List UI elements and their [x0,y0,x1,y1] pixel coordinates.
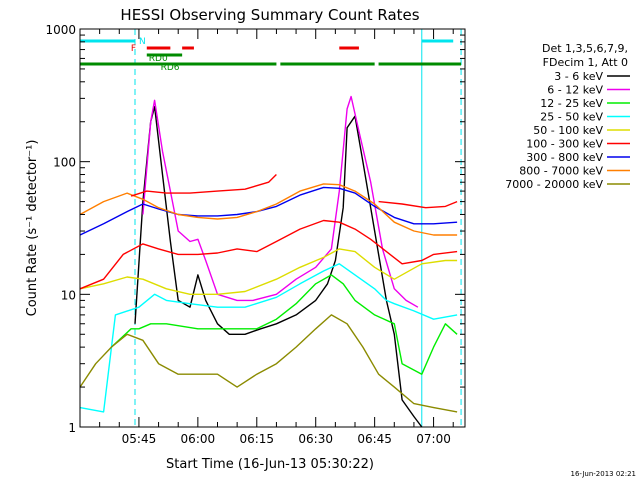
series-line-50-100-kev [79,248,458,295]
legend: Det 1,3,5,6,7,9,FDecim 1, Att 03 - 6 keV… [505,42,630,191]
axes: 1 10 100 1000 05:45 06:00 06:15 06:30 06:45 07:00 [45,23,466,446]
footer-timestamp: 16-Jun-2013 02:21 [571,470,637,478]
series-line-extra-9 [130,174,277,197]
series-line-3-6-kev [134,105,423,428]
legend-label: 3 - 6 keV [554,70,603,83]
y-tick-label: 10 [61,288,76,302]
series-line-7000-20000-kev [79,314,458,413]
x-tick-label: 06:45 [357,432,392,446]
y-axis-label: Count Rate (s⁻¹ detector⁻¹) [25,140,40,317]
legend-header-line: FDecim 1, Att 0 [543,56,628,69]
x-tick-label: 06:30 [298,432,333,446]
legend-label: 7000 - 20000 keV [505,178,603,191]
legend-label: 800 - 7000 keV [519,165,603,178]
series-line-extra-10 [378,200,458,209]
flag-label-f: F [131,44,136,54]
x-axis-label: Start Time (16-Jun-13 05:30:22) [166,457,374,472]
x-tick-label: 06:00 [181,432,216,446]
series-lines [79,95,458,428]
legend-label: 6 - 12 keV [547,84,603,97]
series-line-6-12-kev [142,95,419,308]
y-tick-label: 1 [68,421,76,435]
x-tick-label: 07:00 [416,432,451,446]
legend-label: 300 - 800 keV [526,151,603,164]
legend-label: 50 - 100 keV [533,124,603,137]
plot-frame [79,28,466,428]
legend-label: 100 - 300 keV [526,138,603,151]
series-line-800-7000-kev [79,183,458,236]
y-tick-label: 1000 [45,23,76,37]
x-tick-label: 05:45 [122,432,157,446]
series-line-25-50-kev [79,263,458,413]
legend-label: 25 - 50 keV [540,111,603,124]
series-line-100-300-kev [79,219,458,290]
legend-label: 12 - 25 keV [540,97,603,110]
series-line-12-25-kev [110,274,458,375]
flag-label-rd6: RD6 [161,63,180,73]
y-tick-label: 100 [53,156,76,170]
x-tick-label: 06:15 [239,432,274,446]
flag-label-n: N [139,37,146,47]
flag-label-rd0: RD0 [149,54,168,64]
series-line-300-800-kev [79,186,458,236]
legend-header-line: Det 1,3,5,6,7,9, [542,42,628,55]
chart-title: HESSI Observing Summary Count Rates [120,6,419,24]
